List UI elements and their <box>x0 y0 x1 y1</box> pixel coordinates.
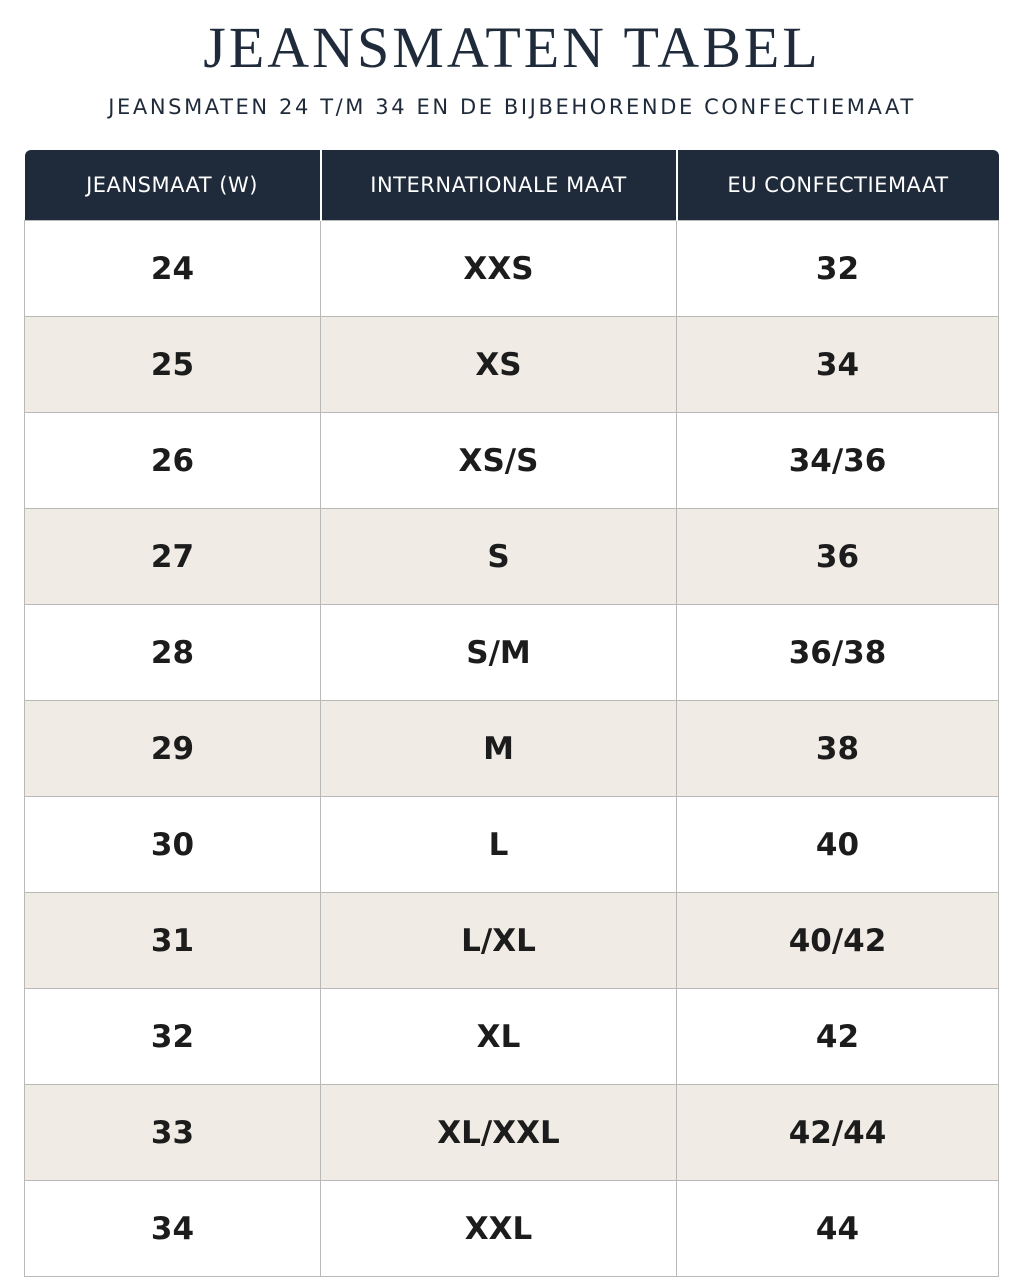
table-row: 24 XXS 32 <box>24 220 999 317</box>
table-cell: 24 <box>24 220 321 317</box>
table-cell: XXL <box>320 1180 677 1277</box>
table-cell: XS/S <box>320 412 677 509</box>
table-cell: 38 <box>676 700 999 797</box>
table-cell: S <box>320 508 677 605</box>
table-cell: 42/44 <box>676 1084 999 1181</box>
subtitle: JEANSMATEN 24 T/M 34 EN DE BIJBEHORENDE … <box>108 95 916 119</box>
table-row: 25 XS 34 <box>24 316 999 413</box>
table-cell: 40/42 <box>676 892 999 989</box>
table-cell: 34 <box>24 1180 321 1277</box>
table-cell: 36/38 <box>676 604 999 701</box>
table-row: 33 XL/XXL 42/44 <box>24 1084 999 1181</box>
table-row: 29 M 38 <box>24 700 999 797</box>
column-header: EU CONFECTIEMAAT <box>675 150 999 221</box>
table-row: 26 XS/S 34/36 <box>24 412 999 509</box>
table-cell: XL <box>320 988 677 1085</box>
column-header: INTERNATIONALE MAAT <box>319 150 677 221</box>
size-table: JEANSMAAT (W) INTERNATIONALE MAAT EU CONFE… <box>24 150 999 1277</box>
table-cell: 34 <box>676 316 999 413</box>
table-cell: 33 <box>24 1084 321 1181</box>
table-cell: 26 <box>24 412 321 509</box>
table-cell: 36 <box>676 508 999 605</box>
table-cell: 27 <box>24 508 321 605</box>
table-row: 30 L 40 <box>24 796 999 893</box>
table-cell: XXS <box>320 220 677 317</box>
table-cell: S/M <box>320 604 677 701</box>
table-row: 32 XL 42 <box>24 988 999 1085</box>
table-cell: XS <box>320 316 677 413</box>
table-body: 24 XXS 32 25 XS 34 26 XS/S 34/36 27 S 36 28 S/M 36/38 2… <box>24 220 999 1277</box>
table-cell: L/XL <box>320 892 677 989</box>
table-cell: 40 <box>676 796 999 893</box>
title: JEANSMATEN TABEL <box>203 15 821 80</box>
table-cell: 32 <box>676 220 999 317</box>
table-row: 28 S/M 36/38 <box>24 604 999 701</box>
table-cell: 42 <box>676 988 999 1085</box>
column-header: JEANSMAAT (W) <box>24 150 321 221</box>
table-cell: 32 <box>24 988 321 1085</box>
table-cell: 30 <box>24 796 321 893</box>
table-cell: M <box>320 700 677 797</box>
table-cell: 29 <box>24 700 321 797</box>
table-cell: 44 <box>676 1180 999 1277</box>
table-cell: L <box>320 796 677 893</box>
table-row: 31 L/XL 40/42 <box>24 892 999 989</box>
table-cell: 25 <box>24 316 321 413</box>
header-row: JEANSMAAT (W) INTERNATIONALE MAAT EU CONFE… <box>24 150 999 221</box>
table-row: 27 S 36 <box>24 508 999 605</box>
table-cell: 31 <box>24 892 321 989</box>
table-cell: 34/36 <box>676 412 999 509</box>
table-cell: 28 <box>24 604 321 701</box>
table-row: 34 XXL 44 <box>24 1180 999 1277</box>
table-cell: XL/XXL <box>320 1084 677 1181</box>
